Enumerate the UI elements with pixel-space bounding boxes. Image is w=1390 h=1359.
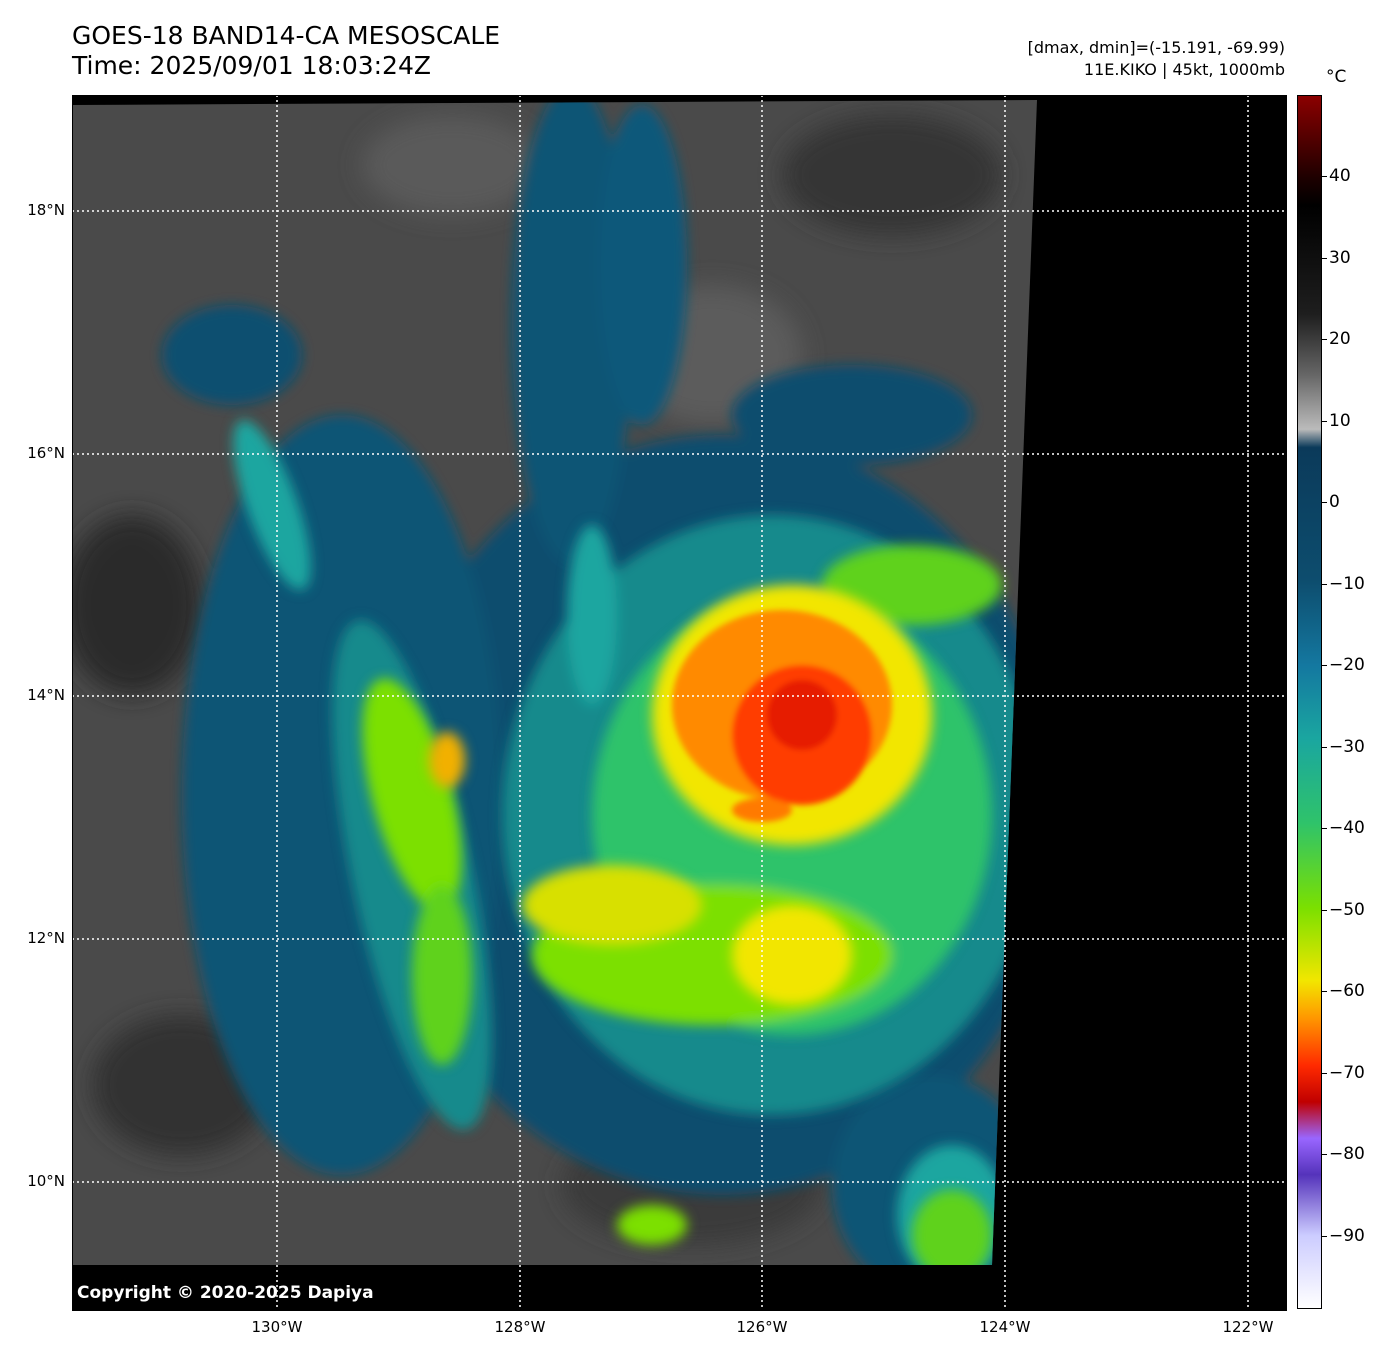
lat-label-14n: 14°N [27, 686, 65, 704]
lon-label-122w: 122°W [1222, 1318, 1274, 1336]
colorbar-tick-label: −20 [1329, 655, 1365, 676]
colorbar-tick-label: −80 [1329, 1144, 1365, 1165]
lon-label-124w: 124°W [979, 1318, 1031, 1336]
colorbar-tick-label: −70 [1329, 1062, 1365, 1083]
colorbar-tick-label: −60 [1329, 981, 1365, 1002]
satellite-imagery [72, 95, 1287, 1311]
colorbar-tick-label: 30 [1329, 247, 1351, 268]
satellite-map [72, 95, 1287, 1311]
lat-label-18n: 18°N [27, 201, 65, 219]
colorbar-tick-mark [1322, 176, 1327, 178]
colorbar-tick-mark [1322, 339, 1327, 341]
colorbar-tick-mark [1322, 909, 1327, 911]
colorbar-tick-mark [1322, 257, 1327, 259]
colorbar-tick-mark [1322, 746, 1327, 748]
data-range-info: [dmax, dmin]=(-15.191, -69.99) [1027, 38, 1285, 57]
colorbar-tick-mark [1322, 502, 1327, 504]
colorbar-tick-mark [1322, 1154, 1327, 1156]
colorbar-tick-label: 40 [1329, 166, 1351, 187]
colorbar-tick-label: 20 [1329, 329, 1351, 350]
map-frame [72, 95, 1287, 1311]
copyright-notice: Copyright © 2020-2025 Dapiya [77, 1283, 374, 1303]
colorbar-tick-mark [1322, 991, 1327, 993]
storm-info: 11E.KIKO | 45kt, 1000mb [1083, 60, 1285, 79]
chart-timestamp: Time: 2025/09/01 18:03:24Z [72, 51, 431, 80]
colorbar-tick-label: 0 [1329, 492, 1340, 513]
lon-label-128w: 128°W [494, 1318, 546, 1336]
lon-label-130w: 130°W [251, 1318, 303, 1336]
colorbar-tick-mark [1322, 1235, 1327, 1237]
lat-label-12n: 12°N [27, 929, 65, 947]
colorbar-tick-label: −40 [1329, 818, 1365, 839]
colorbar-tick-label: 10 [1329, 410, 1351, 431]
colorbar-tick-mark [1322, 1072, 1327, 1074]
chart-title: GOES-18 BAND14-CA MESOSCALE [72, 21, 501, 50]
lon-label-126w: 126°W [736, 1318, 788, 1336]
convective-core [672, 610, 892, 822]
colorbar-tick-label: −90 [1329, 1225, 1365, 1246]
colorbar-tick-label: −10 [1329, 573, 1365, 594]
lat-label-10n: 10°N [27, 1172, 65, 1190]
temperature-colorbar [1297, 95, 1322, 1309]
imagery-swath [72, 100, 1037, 1265]
lat-label-16n: 16°N [27, 444, 65, 462]
colorbar-tick-mark [1322, 665, 1327, 667]
colorbar-tick-label: −50 [1329, 899, 1365, 920]
colorbar-tick-mark [1322, 828, 1327, 830]
colorbar-tick-mark [1322, 583, 1327, 585]
colorbar-tick-label: −30 [1329, 736, 1365, 757]
colorbar-tick-mark [1322, 420, 1327, 422]
colorbar-unit: °C [1326, 67, 1347, 87]
